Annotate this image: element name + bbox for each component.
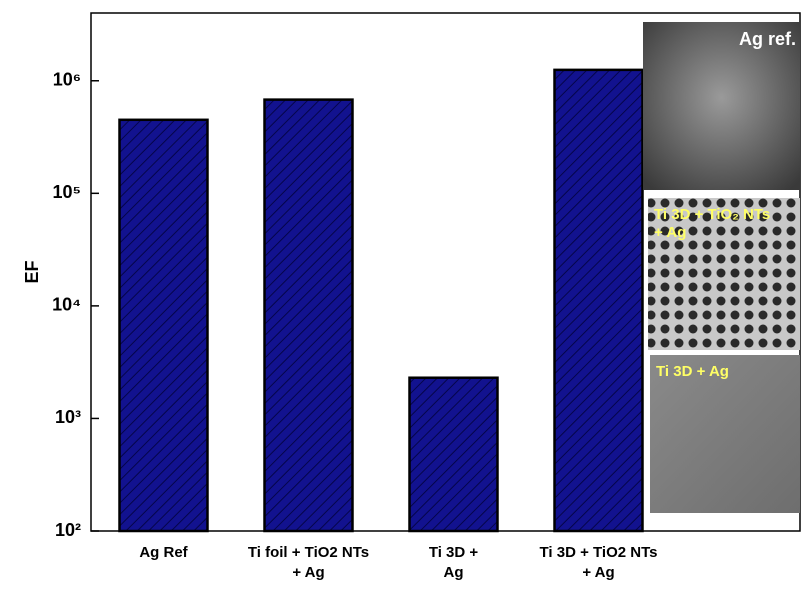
chart: EF 10² 10³ 10⁴ 10⁵ 10⁶ [0, 0, 801, 589]
x-tick-label: Ag Ref [84, 543, 244, 563]
bar [410, 378, 498, 531]
bar [120, 120, 208, 531]
inset-label: Ti 3D + Ag [656, 363, 729, 381]
y-tick-label: 10⁴ [52, 295, 81, 315]
y-tick-label: 10⁵ [53, 182, 81, 202]
y-tick-label: 10² [55, 520, 81, 540]
x-tick-label: Ti 3D + TiO2 NTs + Ag [519, 543, 679, 583]
x-tick-label: Ti 3D + Ag [374, 543, 534, 583]
inset-label: Ag ref. [739, 30, 796, 48]
y-tick-label: 10³ [55, 407, 81, 427]
chart-container: EF 10² 10³ 10⁴ 10⁵ 10⁶ Ag RefTi foil + TiO2 … [0, 0, 801, 589]
y-tick-label: 10⁶ [53, 70, 81, 90]
y-axis-label: EF [22, 260, 42, 283]
inset-label: Ti 3D + TiO₂ NTs + Ag [654, 206, 770, 242]
x-tick-label: Ti foil + TiO2 NTs + Ag [229, 543, 389, 583]
bar [265, 100, 353, 531]
bar [555, 70, 643, 531]
